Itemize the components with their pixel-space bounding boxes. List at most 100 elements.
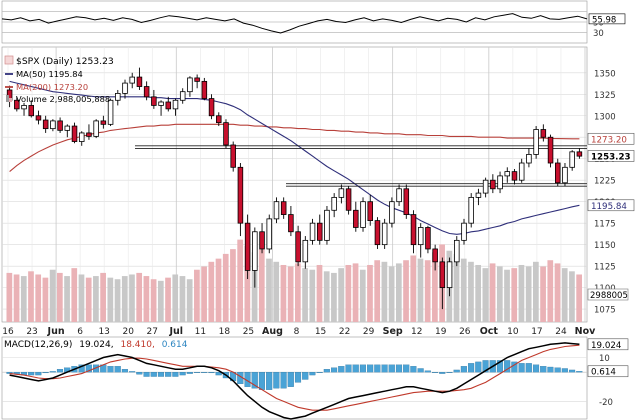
macd-histogram-bar (280, 371, 287, 389)
candle-up (526, 148, 532, 168)
macd-histogram-bar (28, 371, 35, 376)
macd-histogram-bar (294, 371, 302, 383)
volume-bar (316, 264, 323, 322)
macd-histogram-bar (251, 371, 258, 389)
volume-bar (114, 279, 121, 322)
x-tick-label: Nov (575, 326, 596, 337)
volume-bar (266, 258, 272, 322)
candle-up (122, 79, 128, 99)
volume-bar (186, 279, 193, 322)
x-tick-label: 10 (507, 327, 519, 337)
candle-down (316, 214, 323, 245)
price-value-label: 1195.84 (591, 202, 627, 212)
candle-up (533, 126, 539, 159)
volume-bar (540, 266, 546, 322)
ma200-legend-label: MA(200) 1273.20 (16, 82, 88, 92)
volume-bar (417, 258, 424, 322)
candle-down (223, 119, 229, 149)
macd-histogram-bar (431, 371, 439, 373)
candle-down (136, 67, 143, 90)
macd-histogram-bar (323, 369, 330, 373)
candle-up (446, 257, 453, 297)
price-panel: 1350132513001275125012251200117511501125… (1, 46, 635, 337)
volume-bar (554, 263, 561, 322)
volume-bar (424, 260, 431, 322)
volume-bar (388, 266, 395, 322)
price-tick-label: 1350 (594, 69, 616, 79)
volume-bar (533, 261, 539, 322)
volume-bar (143, 276, 150, 322)
macd-histogram-bar (576, 371, 583, 373)
x-tick-label: 23 (26, 327, 37, 337)
macd-histogram-bar (121, 369, 128, 373)
volume-bar (489, 263, 496, 322)
candle-down (165, 96, 172, 112)
volume-legend-swatch (6, 95, 9, 102)
price-title: $SPX (Daily) 1253.23 (16, 56, 114, 67)
volume-bar (215, 258, 222, 322)
volume-bar (302, 268, 308, 322)
macd-histogram-bar (193, 371, 201, 373)
macd-histogram-bar (569, 369, 576, 373)
macd-histogram-bar (345, 364, 352, 373)
macd-histogram-bar (273, 371, 280, 389)
macd-histogram-bar (266, 371, 273, 390)
x-tick-label: 6 (77, 327, 83, 337)
volume-bar (107, 277, 114, 322)
macd-line (9, 342, 580, 420)
volume-bar (194, 269, 200, 322)
price-frame (1, 46, 588, 323)
x-tick-label: 20 (122, 327, 134, 337)
volume-bar (20, 276, 27, 322)
macd-histogram-bar (381, 364, 388, 373)
macd-histogram-bar (403, 364, 410, 373)
volume-bar (100, 272, 106, 322)
volume-bar (208, 261, 215, 322)
candle-down (425, 225, 431, 254)
volume-bar (85, 277, 92, 322)
candle-down (216, 112, 222, 127)
candle-up (338, 184, 345, 204)
x-tick-label: Sep (383, 326, 403, 337)
volume-bar (165, 277, 171, 322)
signal-line (9, 344, 580, 411)
macd-histogram-bar (208, 371, 215, 374)
candle-down (28, 100, 35, 118)
macd-histogram-bar (554, 367, 561, 373)
volume-bar (482, 268, 489, 322)
macd-histogram-bar (107, 366, 114, 373)
volume-legend-label: Volume 2,988,005,888 (16, 94, 110, 104)
x-tick-label: 16 (2, 327, 14, 337)
macd-histogram-bar (374, 364, 381, 373)
volume-bar (359, 269, 366, 322)
macd-histogram-bar (424, 370, 431, 373)
candle-up (454, 236, 460, 267)
candle-up (252, 227, 258, 288)
x-tick-label: Jun (47, 326, 65, 337)
volume-bar (561, 268, 568, 322)
volume-bar (576, 274, 582, 322)
candle-down (288, 205, 294, 237)
macd-histogram-bar (482, 360, 489, 373)
volume-bar (258, 249, 265, 322)
signal-title-value: 18.410, (120, 340, 154, 350)
candle-up (562, 163, 568, 187)
volume-bar (352, 263, 359, 322)
volume-legend-swatch (9, 98, 12, 102)
candle-up (331, 193, 337, 218)
volume-bar (395, 263, 402, 322)
candle-down (280, 197, 287, 219)
candle-down (14, 96, 20, 112)
rsi-panel: 503055.98 (1, 0, 626, 44)
macd-histogram-bar (417, 368, 424, 373)
macd-histogram-bar (547, 366, 554, 373)
macd-histogram-bar (359, 364, 366, 373)
volume-bar (28, 271, 34, 322)
volume-bar (121, 276, 128, 322)
candle-down (86, 124, 92, 140)
rsi-value-label: 55.98 (592, 15, 616, 25)
candle-down (244, 214, 251, 280)
macd-histogram-bar (496, 360, 504, 373)
price-value-box (587, 132, 635, 145)
candle-up (324, 205, 330, 245)
